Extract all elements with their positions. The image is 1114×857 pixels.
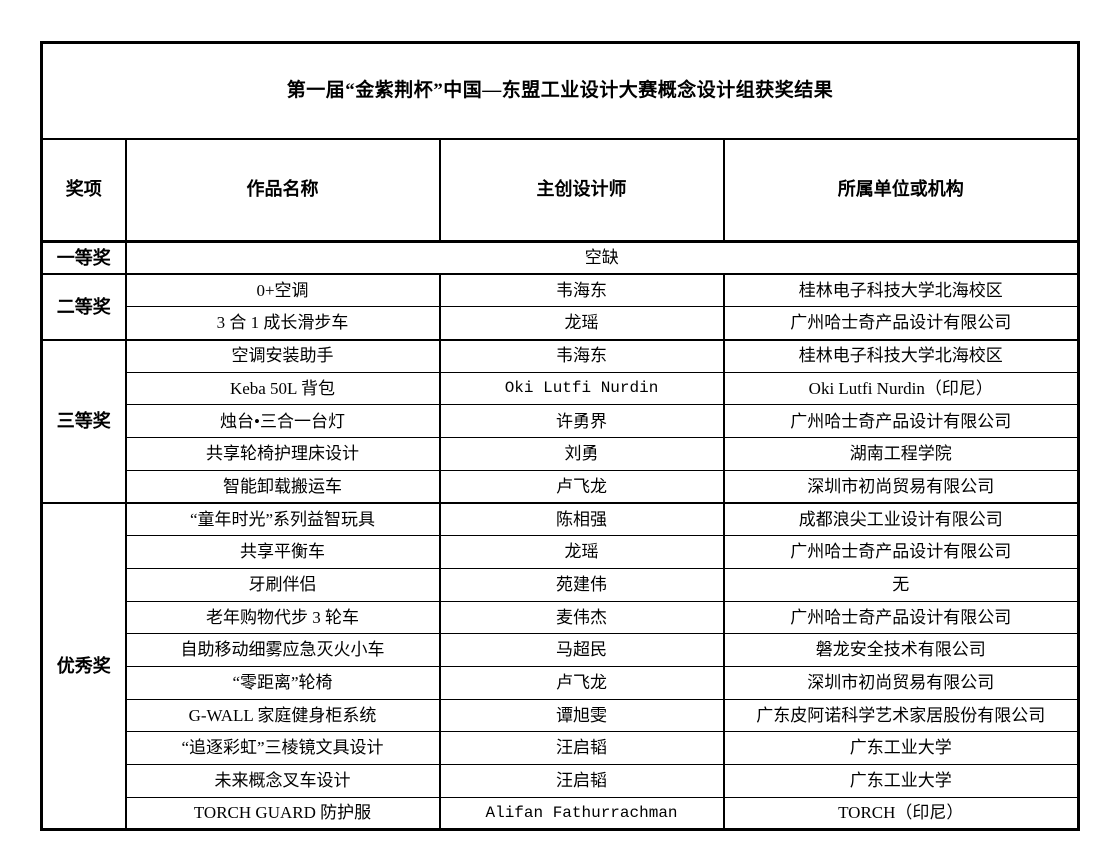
awards-table: 第一届“金紫荆杯”中国—东盟工业设计大赛概念设计组获奖结果 奖项 作品名称 主创… [40, 41, 1081, 832]
table-row: “追逐彩虹”三棱镜文具设计 汪启韬 广东工业大学 [42, 731, 1080, 765]
designer-cell: 刘勇 [438, 437, 725, 471]
table-row: 优秀奖 “童年时光”系列益智玩具 陈相强 成都浪尖工业设计有限公司 [40, 502, 1080, 831]
org-cell: Oki Lutfi Nurdin（印尼） [722, 371, 1080, 406]
org-cell: 广州哈士奇产品设计有限公司 [722, 600, 1080, 635]
work-cell: 老年购物代步 3 轮车 [124, 600, 441, 635]
org-cell: 桂林电子科技大学北海校区 [722, 338, 1080, 373]
designer-cell: 韦海东 [438, 273, 725, 308]
org-cell: 广东工业大学 [722, 764, 1080, 798]
work-cell: “零距离”轮椅 [124, 665, 441, 700]
designer-cell: 苑建伟 [438, 567, 725, 602]
designer-cell: 许勇界 [438, 404, 725, 439]
org-cell: 深圳市初尚贸易有限公司 [722, 469, 1080, 504]
designer-cell: 麦伟杰 [438, 600, 725, 635]
work-cell: 烛台•三合一台灯 [124, 404, 441, 439]
org-cell: 广州哈士奇产品设计有限公司 [722, 404, 1080, 439]
table-row: 老年购物代步 3 轮车 麦伟杰 广州哈士奇产品设计有限公司 [42, 600, 1080, 635]
work-cell: 自助移动细雾应急灭火小车 [124, 633, 441, 667]
table-row: G-WALL 家庭健身柜系统 谭旭雯 广东皮阿诺科学艺术家居股份有限公司 [42, 698, 1080, 733]
award-cell: 三等奖 [40, 338, 127, 504]
designer-cell: 马超民 [438, 633, 725, 667]
work-cell: 牙刷伴侣 [124, 567, 441, 602]
work-cell: TORCH GUARD 防护服 [124, 796, 441, 831]
table-row: 三等奖 空调安装助手 韦海东 桂林电子科技大学北海校区 [40, 338, 1080, 504]
designer-cell: 卢飞龙 [438, 665, 725, 700]
org-cell: 成都浪尖工业设计有限公司 [722, 502, 1080, 537]
designer-cell: Alifan Fathurrachman [438, 796, 725, 831]
table-header-row: 奖项 作品名称 主创设计师 所属单位或机构 [40, 138, 1080, 243]
designer-cell: 汪启韬 [438, 731, 725, 765]
org-cell: 广东皮阿诺科学艺术家居股份有限公司 [722, 698, 1080, 733]
designer-cell: 汪启韬 [438, 764, 725, 798]
table-row: TORCH GUARD 防护服 Alifan Fathurrachman TOR… [42, 796, 1080, 831]
work-cell: “追逐彩虹”三棱镜文具设计 [124, 731, 441, 765]
work-cell: 智能卸载搬运车 [124, 469, 441, 504]
table-row: Keba 50L 背包 Oki Lutfi Nurdin Oki Lutfi N… [42, 371, 1080, 406]
org-cell: 桂林电子科技大学北海校区 [722, 273, 1080, 308]
work-cell: Keba 50L 背包 [124, 371, 441, 406]
award-cell: 一等奖 [40, 240, 127, 275]
header-designer: 主创设计师 [438, 138, 725, 243]
work-cell: 共享轮椅护理床设计 [124, 437, 441, 471]
org-cell: 湖南工程学院 [722, 437, 1080, 471]
table-row: 智能卸载搬运车 卢飞龙 深圳市初尚贸易有限公司 [42, 469, 1080, 504]
work-cell: 共享平衡车 [124, 535, 441, 569]
work-cell: “童年时光”系列益智玩具 [124, 502, 441, 537]
work-cell: G-WALL 家庭健身柜系统 [124, 698, 441, 733]
org-cell: 广州哈士奇产品设计有限公司 [722, 535, 1080, 569]
designer-cell: 龙瑶 [438, 306, 725, 341]
table-row: 二等奖 0+空调 韦海东 桂林电子科技大学北海校区 [40, 273, 1080, 341]
document-title: 第一届“金紫荆杯”中国—东盟工业设计大赛概念设计组获奖结果 [40, 42, 1080, 140]
designer-cell: 谭旭雯 [438, 698, 725, 733]
org-cell: TORCH（印尼） [722, 796, 1080, 831]
designer-cell: Oki Lutfi Nurdin [438, 371, 725, 406]
org-cell: 磐龙安全技术有限公司 [722, 633, 1080, 667]
org-cell: 无 [722, 567, 1080, 602]
table-row: 自助移动细雾应急灭火小车 马超民 磐龙安全技术有限公司 [42, 633, 1080, 667]
header-work: 作品名称 [124, 138, 441, 243]
header-org: 所属单位或机构 [722, 138, 1080, 243]
org-cell: 深圳市初尚贸易有限公司 [722, 665, 1080, 700]
table-row: 牙刷伴侣 苑建伟 无 [42, 567, 1080, 602]
designer-cell: 韦海东 [438, 338, 725, 373]
table-row: 3 合 1 成长滑步车 龙瑶 广州哈士奇产品设计有限公司 [42, 306, 1080, 341]
table-row: 一等奖 空缺 [40, 240, 1080, 275]
table-row: 共享轮椅护理床设计 刘勇 湖南工程学院 [42, 437, 1080, 471]
work-cell: 0+空调 [124, 273, 441, 308]
table-row: 未来概念叉车设计 汪启韬 广东工业大学 [42, 764, 1080, 798]
work-cell: 空调安装助手 [124, 338, 441, 373]
header-award: 奖项 [40, 138, 127, 243]
table-row: 共享平衡车 龙瑶 广州哈士奇产品设计有限公司 [42, 535, 1080, 569]
designer-cell: 陈相强 [438, 502, 725, 537]
org-cell: 广州哈士奇产品设计有限公司 [722, 306, 1080, 341]
work-cell: 3 合 1 成长滑步车 [124, 306, 441, 341]
table-row: 烛台•三合一台灯 许勇界 广州哈士奇产品设计有限公司 [42, 404, 1080, 439]
vacant-cell: 空缺 [124, 240, 1080, 275]
designer-cell: 卢飞龙 [438, 469, 725, 504]
award-cell: 优秀奖 [40, 502, 127, 831]
table-row: “零距离”轮椅 卢飞龙 深圳市初尚贸易有限公司 [42, 665, 1080, 700]
title-row: 第一届“金紫荆杯”中国—东盟工业设计大赛概念设计组获奖结果 [40, 42, 1080, 140]
designer-cell: 龙瑶 [438, 535, 725, 569]
award-cell: 二等奖 [40, 273, 127, 341]
org-cell: 广东工业大学 [722, 731, 1080, 765]
work-cell: 未来概念叉车设计 [124, 764, 441, 798]
